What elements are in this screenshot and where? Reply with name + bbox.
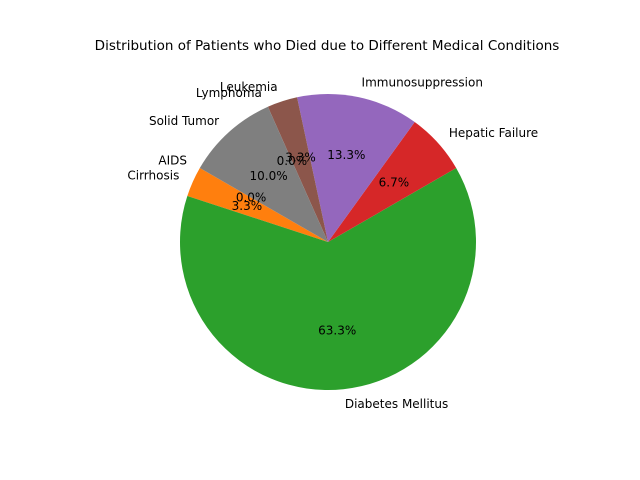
slice-label-solid-tumor: Solid Tumor — [149, 114, 219, 128]
slice-label-hepatic-failure: Hepatic Failure — [449, 126, 538, 140]
pie-slice-cirrhosis — [187, 168, 328, 242]
slice-label-immunosuppression: Immunosuppression — [362, 76, 483, 90]
slice-label-aids: AIDS — [158, 154, 187, 168]
pct-label-solid-tumor: 10.0% — [250, 169, 288, 183]
pie-slice-solid-tumor — [199, 106, 328, 242]
pct-label-lymphoma: 0.0% — [277, 154, 308, 168]
pct-label-cirrhosis: 3.3% — [232, 199, 263, 213]
slice-label-leukemia: Leukemia — [220, 80, 278, 94]
slice-label-diabetes-mellitus: Diabetes Mellitus — [345, 397, 448, 411]
pct-label-aids: 0.0% — [236, 191, 267, 205]
pct-label-diabetes-mellitus: 63.3% — [318, 323, 356, 337]
pie-slice-leukemia — [267, 97, 328, 243]
pct-label-hepatic-failure: 6.7% — [379, 176, 410, 190]
chart-title: Distribution of Patients who Died due to… — [95, 38, 560, 54]
slice-label-lymphoma: Lymphoma — [196, 86, 262, 100]
pie-slice-diabetes-mellitus — [179, 168, 476, 391]
slices-group — [179, 93, 476, 391]
pie-slice-hepatic-failure — [328, 122, 457, 242]
pct-label-leukemia: 3.3% — [285, 151, 316, 165]
labels-group: AIDS 0.0% Cirrhosis 3.3% Diabetes Mellitus 63… — [127, 76, 538, 411]
pct-label-immunosuppression: 13.3% — [327, 148, 365, 162]
pie-slice-immunosuppression — [297, 93, 415, 242]
slice-label-cirrhosis: Cirrhosis — [127, 169, 179, 183]
